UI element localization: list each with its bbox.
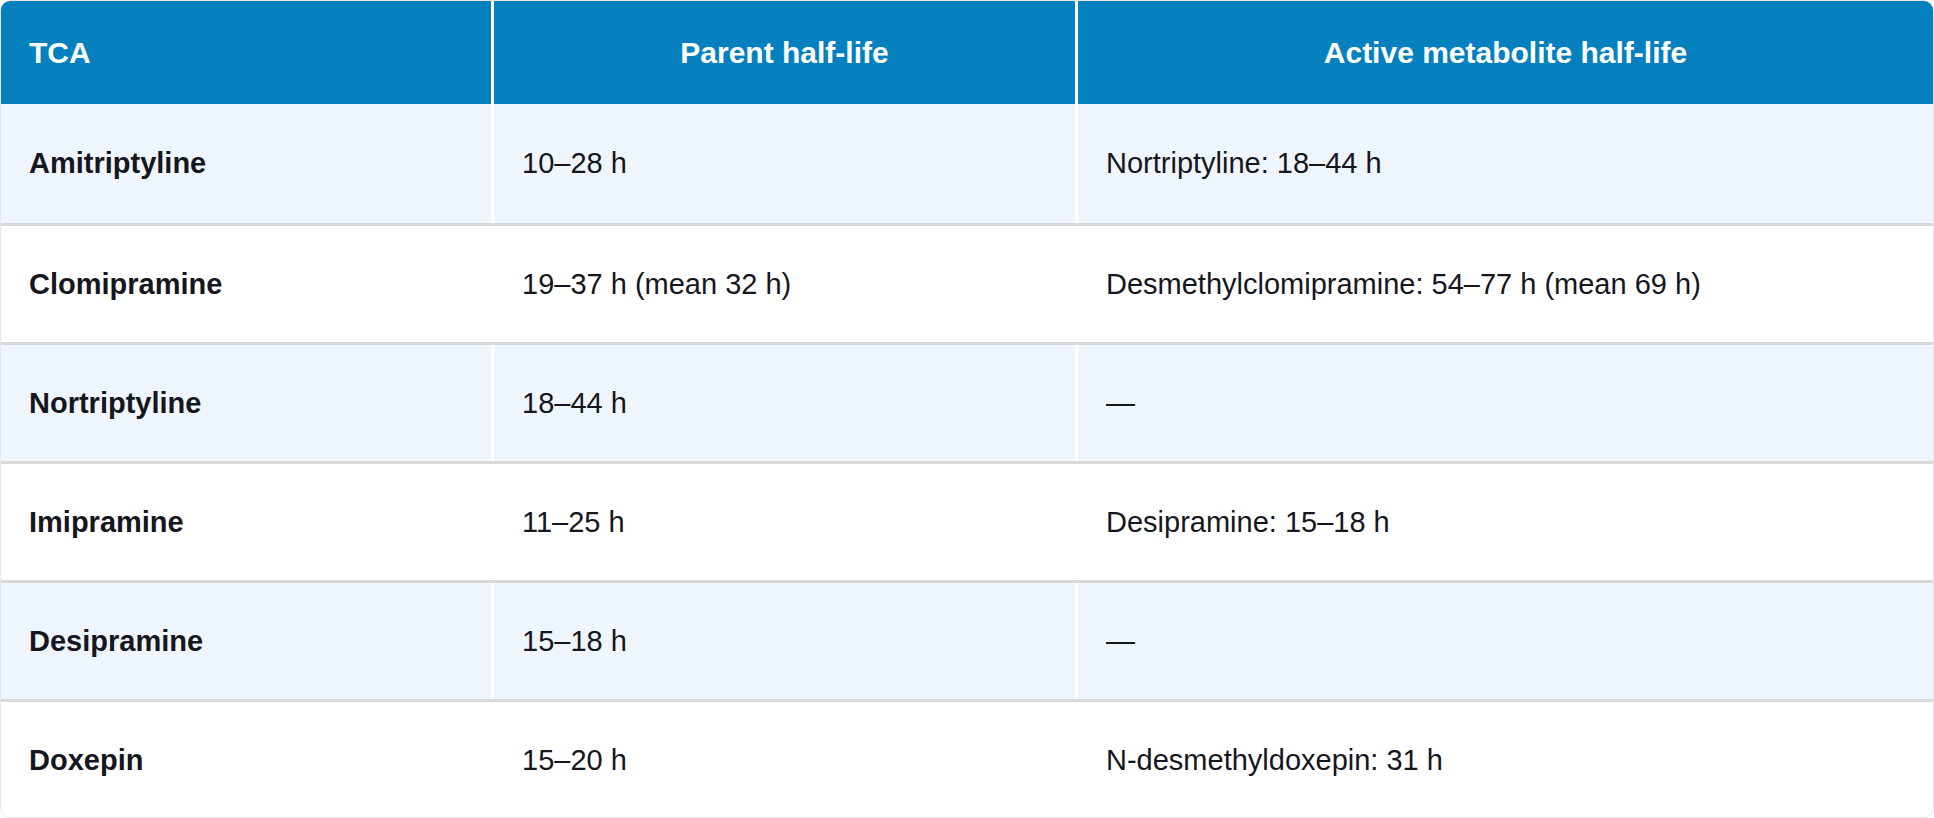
tca-cell: Clomipramine [1,226,494,342]
tca-cell: Amitriptyline [1,104,494,223]
parent-half-life-cell: 15–18 h [494,583,1078,699]
table-row: Doxepin 15–20 h N-desmethyldoxepin: 31 h [1,699,1933,818]
parent-half-life-cell: 15–20 h [494,702,1078,818]
tca-cell: Imipramine [1,464,494,580]
column-header-active-metabolite-half-life: Active metabolite half-life [1078,1,1933,104]
table-row: Imipramine 11–25 h Desipramine: 15–18 h [1,461,1933,580]
table-row: Clomipramine 19–37 h (mean 32 h) Desmeth… [1,223,1933,342]
active-metabolite-half-life-cell: Nortriptyline: 18–44 h [1078,104,1933,223]
active-metabolite-half-life-cell: — [1078,583,1933,699]
tca-half-life-table: TCA Parent half-life Active metabolite h… [0,0,1934,818]
table-row: Desipramine 15–18 h — [1,580,1933,699]
active-metabolite-half-life-cell: N-desmethyldoxepin: 31 h [1078,702,1933,818]
table-body: Amitriptyline 10–28 h Nortriptyline: 18–… [1,104,1933,818]
table-row: Nortriptyline 18–44 h — [1,342,1933,461]
active-metabolite-half-life-cell: Desipramine: 15–18 h [1078,464,1933,580]
parent-half-life-cell: 18–44 h [494,345,1078,461]
active-metabolite-half-life-cell: — [1078,345,1933,461]
active-metabolite-half-life-cell: Desmethylclomipramine: 54–77 h (mean 69 … [1078,226,1933,342]
tca-cell: Nortriptyline [1,345,494,461]
table-row: Amitriptyline 10–28 h Nortriptyline: 18–… [1,104,1933,223]
tca-cell: Doxepin [1,702,494,818]
parent-half-life-cell: 10–28 h [494,104,1078,223]
column-header-parent-half-life: Parent half-life [494,1,1078,104]
column-header-tca: TCA [1,1,494,104]
parent-half-life-cell: 11–25 h [494,464,1078,580]
table-header-row: TCA Parent half-life Active metabolite h… [1,1,1933,104]
tca-cell: Desipramine [1,583,494,699]
parent-half-life-cell: 19–37 h (mean 32 h) [494,226,1078,342]
